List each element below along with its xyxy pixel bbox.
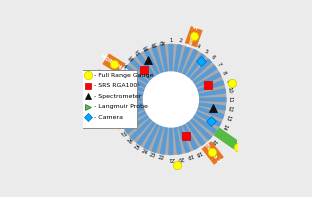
Text: 27: 27 [119, 130, 127, 138]
Text: 35: 35 [119, 60, 127, 69]
Text: 1: 1 [169, 38, 173, 43]
Text: 29: 29 [111, 114, 118, 122]
Wedge shape [116, 98, 144, 101]
Text: 4: 4 [195, 44, 201, 50]
Wedge shape [195, 73, 221, 88]
Text: 32: 32 [109, 86, 115, 94]
Text: ITER-like Magnetism: ITER-like Magnetism [83, 69, 130, 88]
Wedge shape [186, 54, 205, 78]
Text: 18: 18 [194, 149, 202, 156]
Text: 16: 16 [209, 137, 217, 146]
Wedge shape [137, 121, 155, 145]
Wedge shape [118, 107, 145, 118]
Text: 3: 3 [187, 40, 192, 46]
Wedge shape [125, 66, 149, 84]
Text: HIDRA-MAT: HIDRA-MAT [99, 53, 128, 74]
Text: 28: 28 [114, 122, 122, 131]
Text: Turbo 3: Turbo 3 [188, 25, 200, 48]
Text: 30: 30 [109, 105, 115, 112]
Wedge shape [116, 103, 144, 110]
Circle shape [116, 45, 226, 154]
FancyBboxPatch shape [81, 70, 137, 127]
Wedge shape [190, 118, 211, 140]
Text: 39: 39 [149, 40, 157, 46]
Wedge shape [169, 45, 173, 72]
Text: 22: 22 [158, 155, 165, 161]
Text: 20: 20 [177, 155, 184, 161]
Text: 10: 10 [227, 86, 232, 94]
Text: 5: 5 [203, 48, 209, 55]
Wedge shape [197, 81, 224, 92]
Text: 9: 9 [224, 79, 230, 84]
Wedge shape [193, 115, 217, 133]
Text: 25: 25 [132, 143, 140, 151]
Text: 19: 19 [185, 152, 193, 159]
Text: 12: 12 [227, 105, 232, 112]
Wedge shape [169, 127, 173, 154]
Wedge shape [195, 111, 221, 126]
Wedge shape [197, 107, 224, 118]
Wedge shape [183, 124, 197, 149]
Text: - SRS RGA100: - SRS RGA100 [92, 83, 138, 88]
Wedge shape [131, 59, 152, 81]
Text: 36: 36 [125, 53, 133, 62]
Text: 26: 26 [125, 137, 133, 146]
Wedge shape [198, 98, 226, 101]
Text: 23: 23 [149, 152, 157, 159]
Wedge shape [178, 47, 190, 74]
Text: - Langmuir Probe: - Langmuir Probe [92, 104, 148, 109]
Text: - Spectrometer: - Spectrometer [92, 94, 142, 99]
Text: - Full Range Gauge: - Full Range Gauge [92, 73, 154, 78]
Text: 34: 34 [114, 68, 122, 77]
Wedge shape [174, 126, 181, 154]
Wedge shape [144, 124, 159, 149]
Wedge shape [144, 50, 159, 75]
Wedge shape [137, 54, 155, 78]
Text: 38: 38 [140, 43, 148, 50]
Wedge shape [121, 111, 147, 126]
Circle shape [144, 72, 198, 127]
Wedge shape [118, 81, 145, 92]
Wedge shape [193, 66, 217, 84]
Text: 2: 2 [178, 38, 182, 44]
Text: - Camera: - Camera [92, 115, 123, 120]
Text: 11: 11 [228, 96, 233, 103]
Text: 7: 7 [216, 62, 222, 67]
Wedge shape [121, 73, 147, 88]
Wedge shape [198, 89, 226, 96]
Text: 8: 8 [221, 70, 227, 75]
Text: 24: 24 [140, 149, 148, 156]
Wedge shape [183, 50, 197, 75]
Wedge shape [116, 89, 144, 96]
Wedge shape [190, 59, 211, 81]
Wedge shape [131, 118, 152, 140]
Text: 21: 21 [168, 156, 174, 161]
Text: 40: 40 [158, 38, 165, 44]
Text: 14: 14 [220, 122, 227, 131]
Text: 33: 33 [111, 77, 118, 85]
Wedge shape [178, 125, 190, 152]
Wedge shape [125, 115, 149, 133]
Text: 6: 6 [210, 55, 216, 60]
Text: Turbo 2: Turbo 2 [204, 142, 222, 164]
Wedge shape [174, 45, 181, 72]
Text: 31: 31 [109, 96, 114, 103]
Wedge shape [198, 103, 226, 110]
Text: 37: 37 [132, 47, 140, 55]
Text: 13: 13 [224, 114, 231, 122]
Text: 15: 15 [215, 130, 223, 138]
Text: 17: 17 [202, 143, 210, 151]
Wedge shape [160, 126, 168, 154]
Wedge shape [160, 45, 168, 72]
Wedge shape [152, 47, 163, 74]
Wedge shape [152, 125, 163, 152]
Wedge shape [186, 121, 205, 145]
